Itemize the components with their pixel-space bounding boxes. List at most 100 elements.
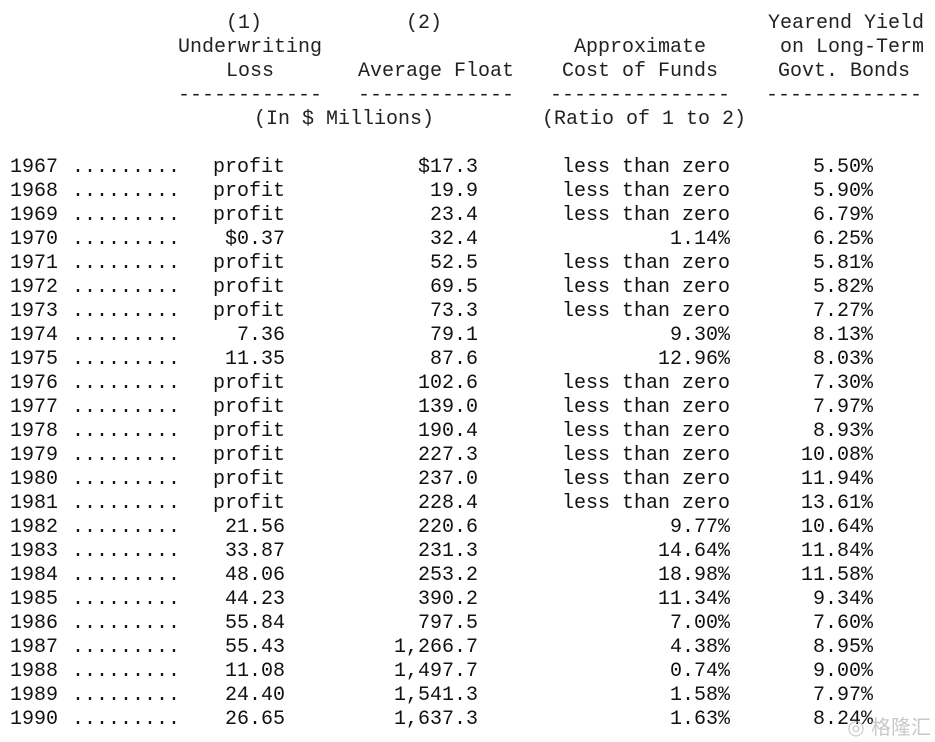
average-float-cell: 220.6: [417, 516, 478, 539]
average-float-cell: 52.5: [429, 252, 478, 275]
year-cell: 1976: [10, 372, 59, 395]
average-float-cell: $17.3: [417, 156, 478, 179]
bond-yield-cell: 8.95%: [812, 636, 873, 659]
average-float-cell: 87.6: [429, 348, 478, 371]
bond-yield-cell: 10.64%: [800, 516, 873, 539]
bond-yield-cell: 8.93%: [812, 420, 873, 443]
average-float-cell: 237.0: [417, 468, 478, 491]
leader-dots: .........: [72, 180, 181, 203]
year-cell: 1970: [10, 228, 59, 251]
bond-yield-cell: 6.25%: [812, 228, 873, 251]
bond-yield-cell: 6.79%: [812, 204, 873, 227]
bond-yield-cell: 7.30%: [812, 372, 873, 395]
cost-of-funds-cell: less than zero: [561, 204, 730, 227]
cost-of-funds-cell: 0.74%: [669, 660, 730, 683]
year-cell: 1975: [10, 348, 59, 371]
leader-dots: .........: [72, 348, 181, 371]
col4-heading-line0: Yearend Yield: [767, 12, 924, 35]
watermark-logo: ◎ 格隆汇: [847, 715, 931, 739]
average-float-cell: 1,266.7: [393, 636, 478, 659]
col1-rule: ------------: [178, 84, 323, 107]
cost-of-funds-cell: 1.58%: [669, 684, 730, 707]
average-float-cell: 19.9: [429, 180, 478, 203]
average-float-cell: 231.3: [417, 540, 478, 563]
bond-yield-cell: 11.84%: [800, 540, 873, 563]
col1-number: (1): [225, 12, 262, 35]
leader-dots: .........: [72, 636, 181, 659]
leader-dots: .........: [72, 564, 181, 587]
leader-dots: .........: [72, 420, 181, 443]
average-float-cell: 79.1: [429, 324, 478, 347]
average-float-cell: 1,497.7: [393, 660, 478, 683]
leader-dots: .........: [72, 492, 181, 515]
leader-dots: .........: [72, 588, 181, 611]
underwriting-loss-cell: 55.43: [224, 636, 285, 659]
bond-yield-cell: 7.97%: [812, 396, 873, 419]
bond-yield-cell: 8.13%: [812, 324, 873, 347]
underwriting-loss-cell: profit: [212, 300, 285, 323]
cost-of-funds-cell: less than zero: [561, 372, 730, 395]
cost-of-funds-cell: less than zero: [561, 276, 730, 299]
year-cell: 1984: [10, 564, 59, 587]
underwriting-loss-cell: profit: [212, 468, 285, 491]
cost-of-funds-cell: 1.14%: [669, 228, 730, 251]
average-float-cell: 1,541.3: [393, 684, 478, 707]
cost-of-funds-cell: 14.64%: [657, 540, 730, 563]
year-cell: 1980: [10, 468, 59, 491]
bond-yield-cell: 11.94%: [800, 468, 873, 491]
col3-heading-line1: Approximate: [573, 36, 707, 59]
average-float-cell: 227.3: [417, 444, 478, 467]
average-float-cell: 23.4: [429, 204, 478, 227]
leader-dots: .........: [72, 612, 181, 635]
leader-dots: .........: [72, 684, 181, 707]
average-float-cell: 228.4: [417, 492, 478, 515]
bond-yield-cell: 13.61%: [800, 492, 873, 515]
average-float-cell: 69.5: [429, 276, 478, 299]
underwriting-loss-cell: profit: [212, 420, 285, 443]
year-cell: 1979: [10, 444, 59, 467]
col4-heading-line1: on Long-Term: [779, 36, 924, 59]
leader-dots: .........: [72, 444, 181, 467]
underwriting-loss-cell: 7.36: [236, 324, 285, 347]
leader-dots: .........: [72, 708, 181, 731]
col3-heading-line2: Cost of Funds: [561, 60, 719, 83]
underwriting-loss-cell: profit: [212, 252, 285, 275]
underwriting-loss-cell: profit: [212, 276, 285, 299]
year-cell: 1968: [10, 180, 59, 203]
leader-dots: .........: [72, 276, 181, 299]
leader-dots: .........: [72, 540, 181, 563]
underwriting-loss-cell: 33.87: [224, 540, 285, 563]
year-cell: 1987: [10, 636, 59, 659]
leader-dots: .........: [72, 660, 181, 683]
col2-heading-line2: Average Float: [358, 60, 515, 83]
year-cell: 1986: [10, 612, 59, 635]
average-float-cell: 253.2: [417, 564, 478, 587]
year-cell: 1969: [10, 204, 59, 227]
bond-yield-cell: 5.90%: [812, 180, 873, 203]
leader-dots: .........: [72, 252, 181, 275]
underwriting-loss-cell: 24.40: [224, 684, 285, 707]
bond-yield-cell: 10.08%: [800, 444, 873, 467]
col3-rule: ---------------: [550, 84, 731, 107]
bond-yield-cell: 5.81%: [812, 252, 873, 275]
year-cell: 1974: [10, 324, 59, 347]
cost-of-funds-cell: 7.00%: [669, 612, 730, 635]
average-float-cell: 139.0: [417, 396, 478, 419]
average-float-cell: 797.5: [417, 612, 478, 635]
col1-heading-line1: Underwriting: [178, 36, 323, 59]
average-float-cell: 1,637.3: [393, 708, 478, 731]
cost-of-funds-cell: less than zero: [561, 444, 730, 467]
year-cell: 1978: [10, 420, 59, 443]
underwriting-loss-cell: profit: [212, 492, 285, 515]
year-cell: 1971: [10, 252, 59, 275]
year-cell: 1972: [10, 276, 59, 299]
year-cell: 1967: [10, 156, 59, 179]
underwriting-loss-cell: 44.23: [224, 588, 285, 611]
leader-dots: .........: [72, 468, 181, 491]
underwriting-loss-cell: profit: [212, 204, 285, 227]
cost-of-funds-cell: 12.96%: [657, 348, 730, 371]
col2-number: (2): [405, 12, 442, 35]
cost-of-funds-cell: 18.98%: [657, 564, 730, 587]
bond-yield-cell: 9.00%: [812, 660, 873, 683]
cost-of-funds-cell: less than zero: [561, 252, 730, 275]
